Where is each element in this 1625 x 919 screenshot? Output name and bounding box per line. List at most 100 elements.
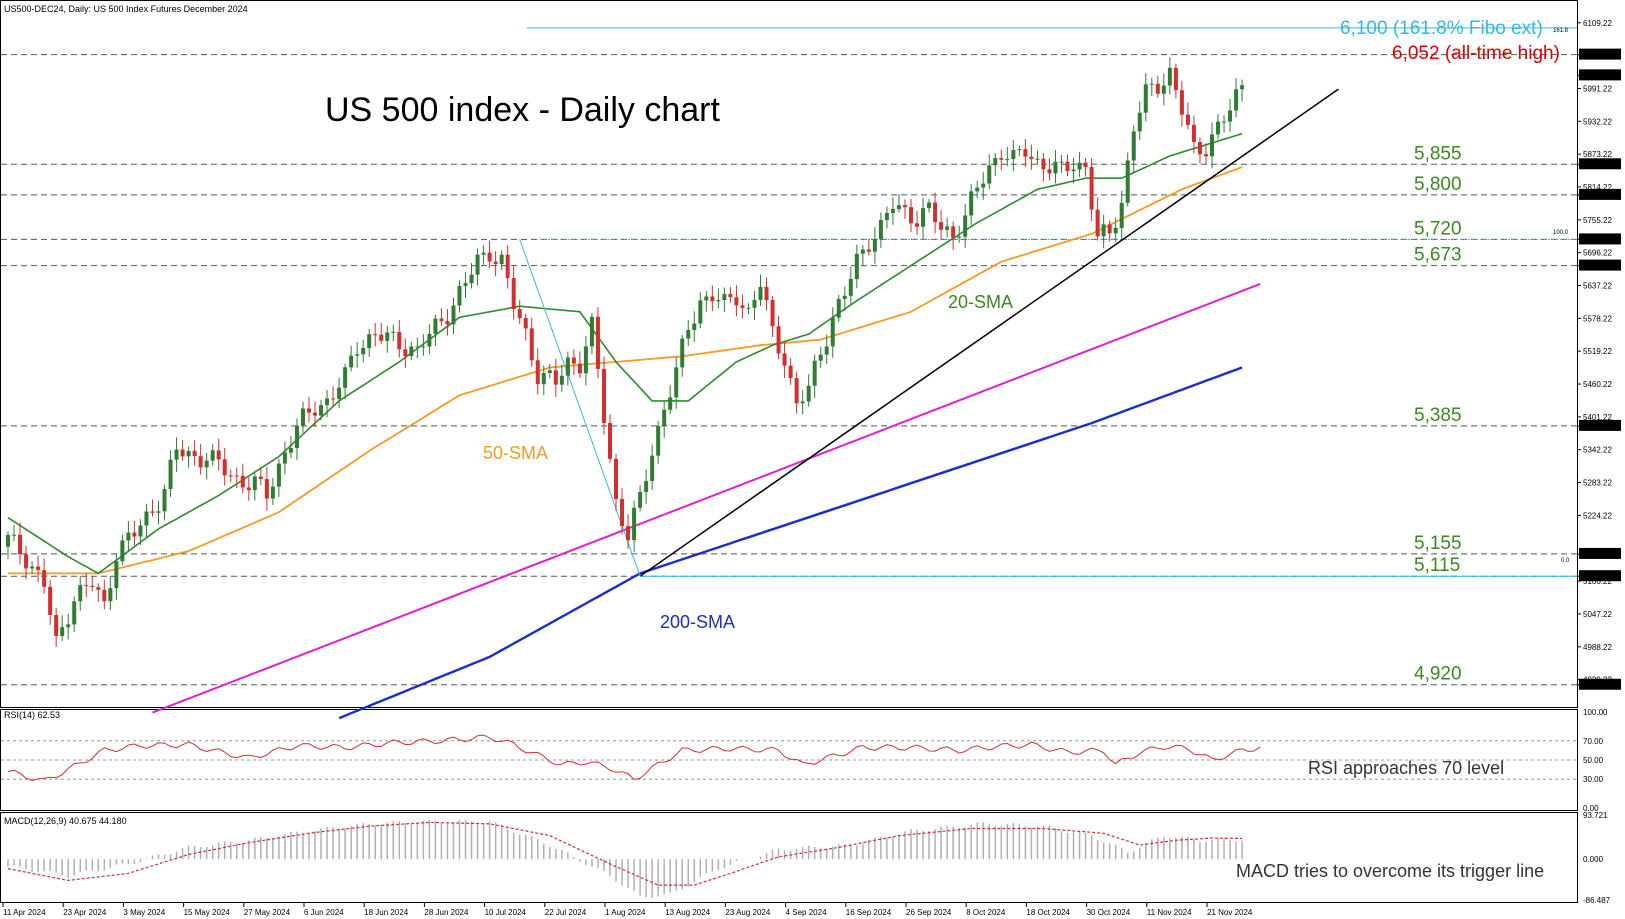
candle-body: [114, 561, 119, 589]
fib-0-label: 0.0: [1561, 558, 1570, 564]
candle-body: [168, 459, 173, 490]
candle-body: [1137, 112, 1142, 132]
price-tick-label: 5385.00: [1582, 422, 1611, 431]
level-label-5855: 5,855: [1414, 143, 1462, 164]
candle-body: [1023, 149, 1028, 157]
fib-161-label: 161.8: [1553, 28, 1569, 34]
candle-body: [866, 249, 871, 252]
candle-body: [746, 307, 751, 309]
candle-body: [445, 321, 450, 325]
price-tick-label: 6109.22: [1583, 19, 1612, 28]
candle-body: [1167, 67, 1172, 86]
candle-body: [42, 570, 47, 587]
price-tick-label: 5155.00: [1582, 550, 1611, 559]
time-tick-label: 11 Apr 2024: [3, 908, 46, 917]
candle-body: [824, 346, 829, 355]
candle-body: [668, 397, 673, 410]
candle-body: [1149, 83, 1154, 85]
candle-body: [457, 285, 462, 306]
candle-body: [577, 363, 582, 374]
candle-body: [541, 373, 546, 385]
candle-body: [258, 476, 263, 480]
candle-body: [66, 624, 71, 628]
candle-body: [933, 202, 938, 223]
price-tick-label: 5401.22: [1583, 413, 1612, 422]
candle-body: [896, 205, 901, 210]
candle-body: [246, 487, 251, 491]
candle-body: [204, 460, 209, 468]
candle-body: [902, 205, 907, 208]
candle-body: [493, 261, 498, 265]
candle-body: [1131, 131, 1136, 161]
rsi-tick-label: 100.00: [1583, 708, 1608, 717]
candle-body: [758, 286, 763, 300]
candle-body: [1059, 161, 1064, 163]
level-label-5673: 5,673: [1414, 245, 1462, 266]
candle-body: [216, 450, 221, 460]
time-tick-label: 1 Aug 2024: [605, 908, 646, 917]
candle-body: [240, 475, 245, 488]
main-panel-frame: [0, 0, 1578, 708]
price-tick-highlight: [1579, 547, 1621, 559]
candle-body: [433, 318, 438, 334]
candle-body: [403, 349, 408, 357]
candle-body: [800, 401, 805, 404]
rising-trendline: [639, 88, 1339, 577]
candle-body: [313, 412, 318, 416]
time-tick-label: 22 Jul 2024: [545, 908, 587, 917]
candle-body: [349, 355, 354, 368]
price-tick-highlight: [1579, 158, 1621, 170]
sma20-line: [7, 132, 1243, 575]
candle-body: [72, 601, 77, 625]
candle-body: [427, 333, 432, 347]
candle-body: [710, 296, 715, 302]
rsi-tick-label: 0.00: [1583, 804, 1599, 813]
candle-body: [650, 455, 655, 482]
sma50-line: [8, 166, 1243, 575]
candle-body: [860, 249, 865, 254]
candle-body: [969, 191, 974, 216]
time-tick-label: 28 Jun 2024: [424, 908, 469, 917]
candle-body: [632, 507, 637, 541]
candle-body: [806, 385, 811, 402]
time-tick-label: 18 Oct 2024: [1026, 908, 1070, 917]
candle-body: [6, 535, 10, 547]
candle-body: [921, 208, 926, 227]
level-label-5720: 5,720: [1414, 218, 1462, 239]
macd-tick-label: 0.000: [1583, 855, 1604, 864]
candle-body: [704, 296, 709, 301]
candle-body: [300, 408, 305, 426]
macd-tick-label: 93.721: [1583, 811, 1608, 820]
candle-body: [108, 588, 113, 602]
candle-body: [1173, 67, 1178, 91]
candle-body: [927, 202, 932, 209]
candle-body: [487, 252, 492, 262]
chart-title: US 500 index - Daily chart: [325, 91, 721, 129]
price-tick-label: 5696.22: [1583, 249, 1612, 258]
rsi-line: [7, 734, 1261, 782]
price-tick-label: 6014.73: [1582, 71, 1611, 80]
candle-body: [1185, 114, 1190, 125]
candle-body: [981, 183, 986, 188]
candle-body: [752, 299, 757, 308]
chart-header: US500-DEC24, Daily: US 500 Index Futures…: [4, 4, 248, 14]
candle-body: [325, 398, 330, 406]
candle-body: [812, 360, 817, 386]
price-tick-label: 5578.22: [1583, 314, 1612, 323]
candle-body: [343, 367, 348, 388]
candle-body: [234, 475, 239, 477]
candle-body: [174, 449, 179, 460]
price-tick-highlight: [1579, 48, 1621, 60]
candle-body: [1191, 124, 1196, 142]
time-tick-label: 10 Jul 2024: [485, 908, 527, 917]
candle-body: [1113, 227, 1118, 234]
candle-body: [547, 370, 552, 374]
candle-body: [1234, 89, 1239, 111]
level-label-5385: 5,385: [1414, 405, 1462, 426]
candle-body: [48, 586, 53, 615]
candle-body: [565, 357, 570, 376]
candle-body: [270, 486, 275, 499]
candle-body: [307, 408, 311, 413]
candle-body: [391, 331, 396, 333]
candle-body: [379, 334, 384, 341]
